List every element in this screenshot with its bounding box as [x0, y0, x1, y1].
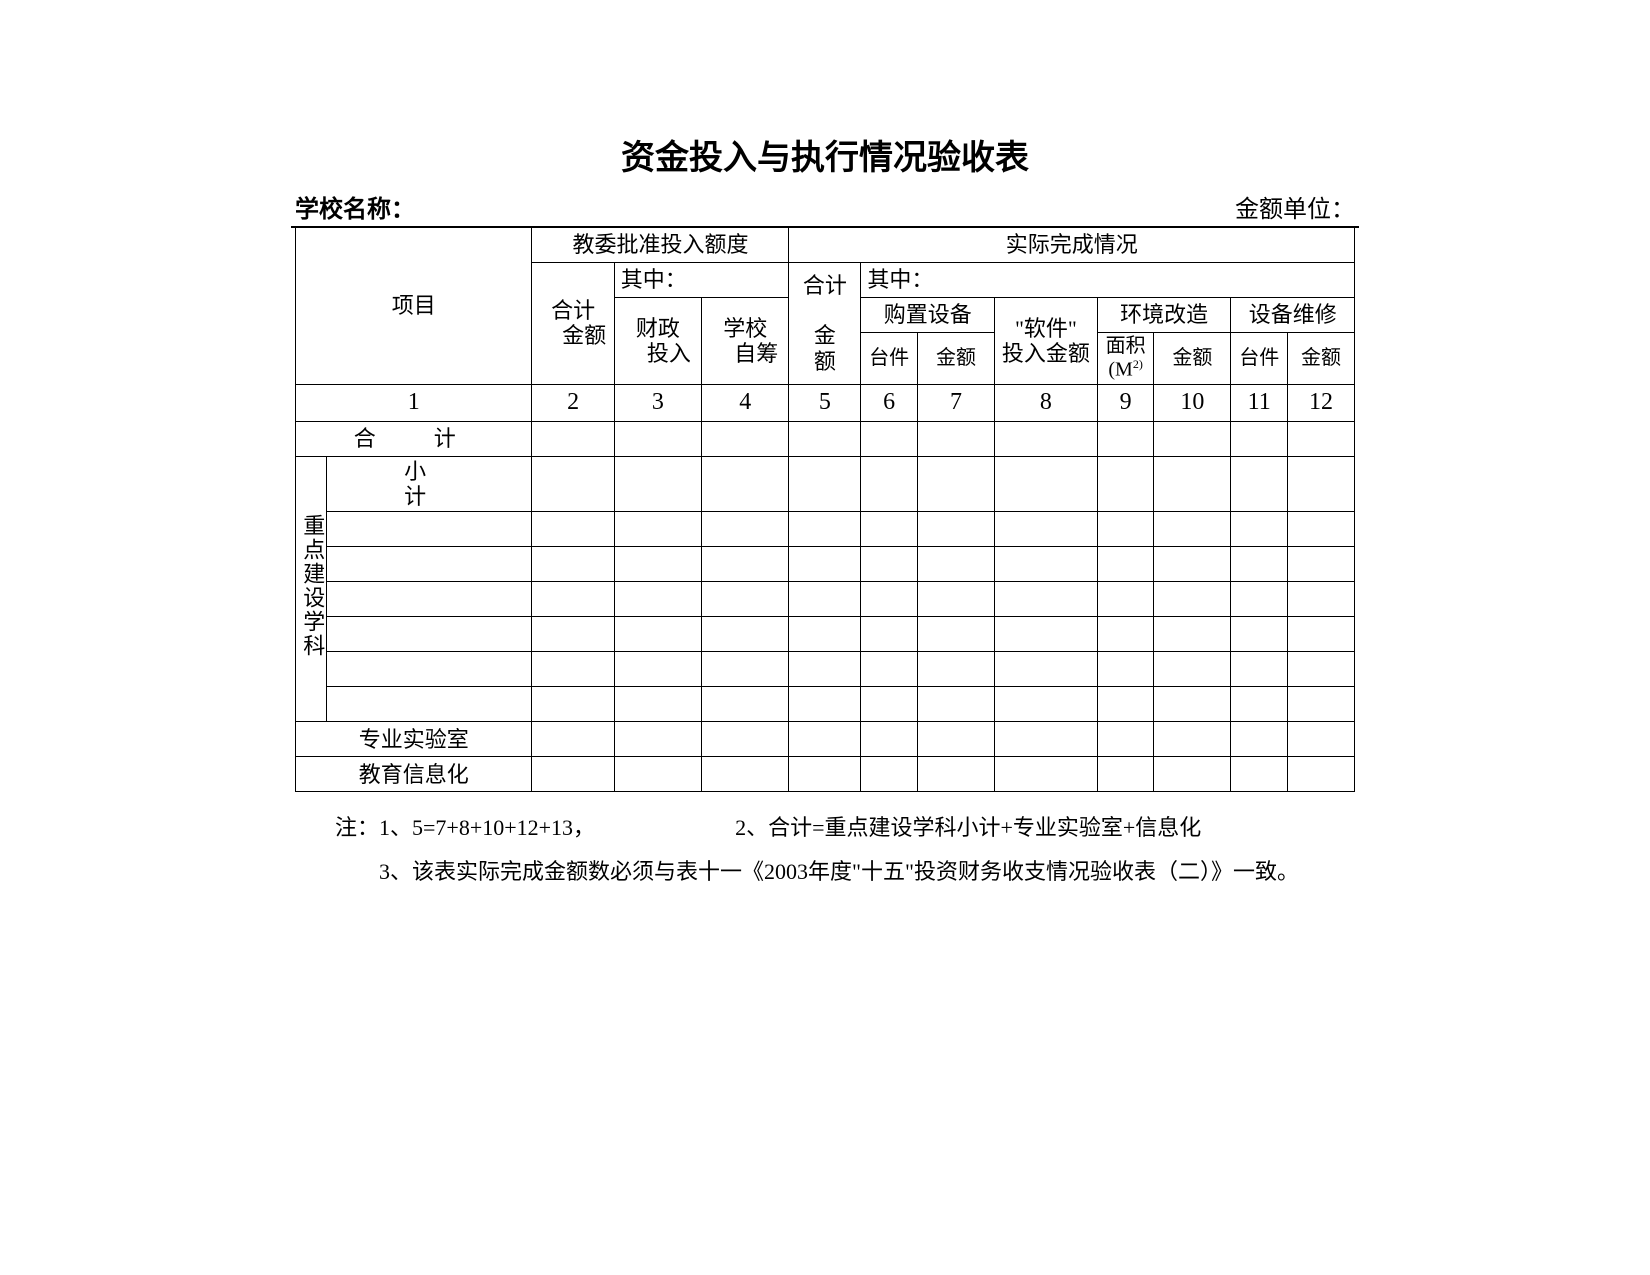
amount-1: 金额 — [917, 333, 994, 385]
key-subject-row-4 — [296, 617, 1355, 652]
school-self-header: 学校 自筹 — [702, 298, 789, 385]
key-subject-row-6 — [296, 687, 1355, 722]
col-3: 3 — [614, 384, 701, 421]
edu-info-row: 教育信息化 — [296, 757, 1355, 792]
col-6: 6 — [861, 384, 918, 421]
col-7: 7 — [917, 384, 994, 421]
purchase-equipment-header: 购置设备 — [861, 298, 995, 333]
col-4: 4 — [702, 384, 789, 421]
amount-unit-label: 金额单位： — [1235, 189, 1355, 224]
among-header-1: 其中： — [614, 263, 789, 298]
key-subject-row-2 — [296, 547, 1355, 582]
col-10: 10 — [1154, 384, 1231, 421]
grand-total-label: 合 计 — [296, 421, 532, 456]
edu-info-label: 教育信息化 — [296, 757, 532, 792]
actual-group-header: 实际完成情况 — [789, 228, 1355, 263]
notes: 注：1、5=7+8+10+12+13， 2、合计=重点建设学科小计+专业实验室+… — [295, 806, 1355, 894]
note-3: 3、该表实际完成金额数必须与表十一《2003年度"十五"投资财务收支情况验收表（… — [379, 859, 1299, 884]
subtotal-label: 小 计 — [326, 456, 532, 512]
among-header-2: 其中： — [861, 263, 1355, 298]
total-amount-header: 合计 金额 — [532, 263, 614, 385]
notes-prefix: 注： — [335, 815, 379, 840]
note-1: 1、5=7+8+10+12+13， — [379, 815, 595, 840]
heji-jin-header: 合计 金额 — [789, 263, 861, 385]
project-header: 项目 — [296, 228, 532, 384]
col-1: 1 — [296, 384, 532, 421]
area-m2: 面积(M2) — [1097, 333, 1154, 385]
equip-maintain-header: 设备维修 — [1231, 298, 1355, 333]
col-12: 12 — [1287, 384, 1354, 421]
meta-row: 学校名称： 金额单位： — [291, 189, 1359, 228]
pro-lab-row: 专业实验室 — [296, 722, 1355, 757]
key-subject-row-5 — [296, 652, 1355, 687]
key-subject-group: 重点建设学科 — [296, 456, 327, 722]
key-subject-row-3 — [296, 582, 1355, 617]
col-5: 5 — [789, 384, 861, 421]
col-9: 9 — [1097, 384, 1154, 421]
header-row-1: 项目 教委批准投入额度 实际完成情况 — [296, 228, 1355, 263]
software-investment-header: "软件"投入金额 — [995, 298, 1098, 385]
env-transform-header: 环境改造 — [1097, 298, 1231, 333]
taijian-1: 台件 — [861, 333, 918, 385]
column-number-row: 1 2 3 4 5 6 7 8 9 10 11 12 — [296, 384, 1355, 421]
note-2: 2、合计=重点建设学科小计+专业实验室+信息化 — [735, 806, 1201, 850]
amount-2: 金额 — [1154, 333, 1231, 385]
page-title: 资金投入与执行情况验收表 — [80, 130, 1570, 179]
key-subject-row-1 — [296, 512, 1355, 547]
col-11: 11 — [1231, 384, 1288, 421]
grand-total-row: 合 计 — [296, 421, 1355, 456]
key-subject-subtotal-row: 重点建设学科 小 计 — [296, 456, 1355, 512]
school-name-label: 学校名称： — [295, 189, 415, 224]
pro-lab-label: 专业实验室 — [296, 722, 532, 757]
col-2: 2 — [532, 384, 614, 421]
main-table: 项目 教委批准投入额度 实际完成情况 合计 金额 其中： 合计 金额 其中： 财… — [295, 228, 1355, 792]
approved-group-header: 教委批准投入额度 — [532, 228, 789, 263]
col-8: 8 — [995, 384, 1098, 421]
amount-3: 金额 — [1287, 333, 1354, 385]
finance-investment-header: 财政 投入 — [614, 298, 701, 385]
taijian-2: 台件 — [1231, 333, 1288, 385]
